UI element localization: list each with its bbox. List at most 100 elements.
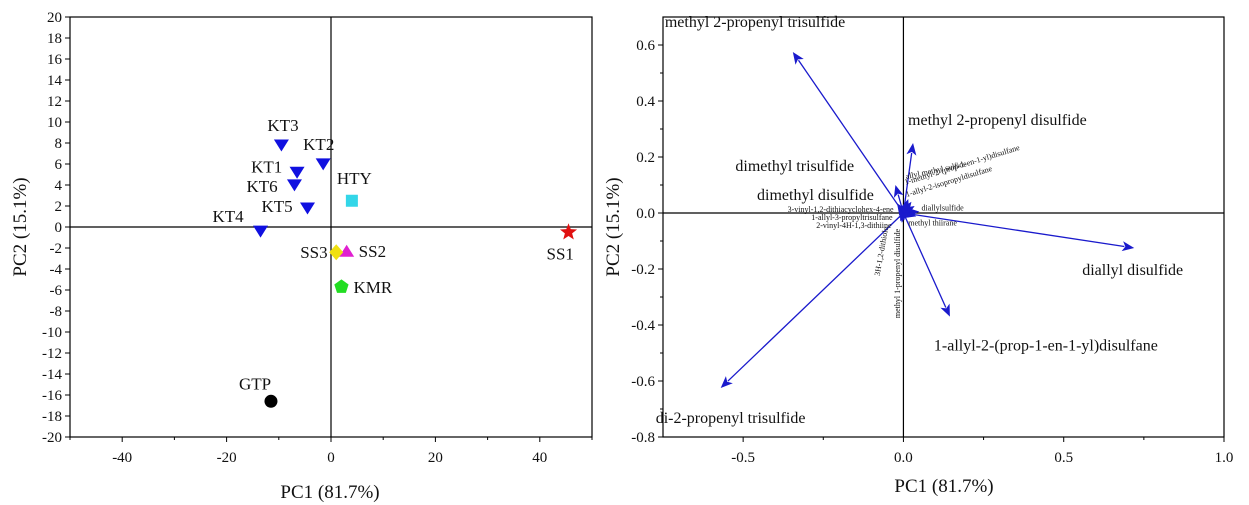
scores-y-tick-label: -8 [50, 304, 63, 320]
scores-point-kt3: KT3 [267, 116, 299, 152]
loading-vector: diallyl disulfide [903, 212, 1183, 279]
star-marker [559, 223, 578, 240]
pentagon-marker [334, 279, 349, 293]
scores-y-tick-label: 12 [47, 94, 62, 110]
loadings-y-ticks: -0.8 -0.6 -0.4 -0.2 0.0 0.2 0.4 0.6 [631, 38, 663, 446]
scores-y-tick-label: 20 [47, 10, 62, 26]
loading-vector: di-2-propenyl trisulfide [656, 212, 904, 427]
loadings-y-axis-label: PC2 (15.1%) [603, 177, 624, 276]
scores-point-label: KT5 [262, 197, 293, 216]
scores-point-label: KT2 [303, 135, 334, 154]
scores-y-tick-label: 8 [55, 136, 63, 152]
scores-point-ss1: SS1 [547, 223, 578, 263]
scores-y-tick-label: -20 [42, 430, 62, 446]
loadings-y-tick-label: -0.2 [631, 262, 655, 278]
loading-arrow-shaft [902, 212, 947, 308]
scores-point-label: KT6 [246, 177, 277, 196]
scores-point-label: SS3 [300, 243, 327, 262]
triangle-down-marker [273, 139, 289, 152]
loading-arrow-head [893, 185, 904, 198]
loading-vector-label: dimethyl trisulfide [735, 158, 854, 175]
triangle-down-marker [286, 179, 302, 192]
scores-y-tick-label: -10 [42, 325, 62, 341]
scores-y-tick-label: -4 [50, 262, 63, 278]
triangle-up-marker [339, 244, 355, 257]
loading-vector: dimethyl trisulfide [735, 158, 905, 214]
scores-point-ss3: SS3 [300, 243, 344, 262]
scores-x-tick-label: 0 [327, 450, 335, 466]
scores-x-tick-label: 20 [428, 450, 443, 466]
scores-y-tick-label: -12 [42, 346, 62, 362]
scores-y-tick-label: 18 [47, 31, 62, 47]
loading-vector-label: 1-allyl-2-(prop-1-en-1-yl)disulfane [934, 338, 1158, 355]
loadings-y-tick-label: 0.2 [636, 150, 655, 166]
loadings-x-ticks: -0.5 0.0 0.5 1.0 [731, 437, 1233, 466]
loading-vector-label: methyl 1-propenyl disulfide [893, 228, 902, 318]
scores-zero-lines [70, 17, 592, 437]
loading-arrow-head [940, 303, 950, 317]
scores-point-label: KT4 [213, 207, 245, 226]
loading-vector-label: 1-allyl-3-propyltrisulfane [811, 213, 893, 222]
loadings-y-tick-label: -0.6 [631, 374, 655, 390]
scores-y-tick-label: -2 [50, 241, 63, 257]
loadings-x-axis-label: PC1 (81.7%) [894, 476, 993, 497]
scores-y-tick-label: 10 [47, 115, 62, 131]
scores-y-tick-label: -6 [50, 283, 63, 299]
loading-arrow-shaft [727, 212, 904, 382]
square-marker [345, 194, 358, 207]
pca-loadings-chart: -0.5 0.0 0.5 1.0 -0.8 -0.6 -0.4 -0.2 0.0 0.2 0.4 0… [603, 14, 1233, 497]
scores-point-hty: HTY [337, 169, 372, 207]
loading-vector-label: diallylsulfide [921, 204, 964, 213]
scores-y-ticks: -20-18-16-14-12-10-8-6-4-202468101214161… [42, 10, 70, 446]
triangle-down-marker [289, 166, 305, 179]
loading-arrow-head [906, 143, 917, 156]
loading-vector-label: 3-vinyl-1,2-dithiacyclohex-4-ene [788, 205, 894, 214]
loading-vector-label: methyl 2-propenyl trisulfide [665, 14, 845, 31]
scores-point-kt5: KT5 [262, 197, 316, 216]
loading-vector: methyl 2-propenyl disulfide [902, 112, 1087, 214]
loadings-y-tick-label: 0.6 [636, 38, 655, 54]
loadings-y-tick-label: -0.8 [631, 430, 655, 446]
scores-point-label: KT1 [251, 157, 282, 176]
scores-point-ss2: SS2 [339, 242, 386, 261]
scores-y-tick-label: -16 [42, 388, 62, 404]
circle-marker [264, 394, 278, 408]
loading-vector-label: 2-vinyl-4H-1,3-dithiine [816, 221, 892, 230]
scores-point-label: SS1 [547, 244, 574, 263]
scores-point-kmr: KMR [334, 278, 393, 297]
loadings-x-tick-label: 0.5 [1054, 450, 1073, 466]
scores-point-kt1: KT1 [251, 157, 305, 179]
loading-vector: 1-allyl-2-(prop-1-en-1-yl)disulfane [902, 212, 1158, 355]
scores-point-kt4: KT4 [213, 207, 269, 238]
loadings-y-tick-label: 0.4 [636, 94, 655, 110]
triangle-down-marker [315, 158, 331, 171]
loading-vector-label: methyl thiirane [908, 218, 957, 227]
scores-x-tick-label: 40 [532, 450, 547, 466]
loading-vector: methyl 1-propenyl disulfide [893, 210, 909, 318]
scores-point-kt2: KT2 [303, 135, 334, 171]
loading-arrow-shaft [797, 59, 904, 214]
scores-y-tick-label: 2 [55, 199, 63, 215]
loadings-plot-frame [662, 16, 1225, 438]
loading-vector-label: 3H-1,2-dithiole [873, 226, 891, 277]
scores-y-tick-label: 0 [55, 220, 63, 236]
scores-point-gtp: GTP [239, 374, 278, 408]
loading-vector-label: diallyl disulfide [1082, 262, 1183, 279]
pca-scores-chart: -40 -20 0 20 40 -20-18-16-14-12-10-8-6-4-202… [10, 10, 593, 503]
loadings-x-tick-label: -0.5 [731, 450, 755, 466]
scores-point-label: KT3 [267, 116, 298, 135]
loadings-x-tick-label: 0.0 [894, 450, 913, 466]
loading-arrow-head [898, 210, 909, 223]
diamond-marker [329, 244, 344, 261]
scores-y-tick-label: 4 [55, 178, 63, 194]
loadings-y-tick-label: 0.0 [636, 206, 655, 222]
scores-y-tick-label: 16 [47, 52, 63, 68]
scores-y-tick-label: -14 [42, 367, 62, 383]
loading-arrow-head [792, 52, 804, 65]
loading-vector: methyl 2-propenyl trisulfide [665, 14, 904, 214]
loadings-x-tick-label: 1.0 [1215, 450, 1234, 466]
loading-vector-label: dimethyl disulfide [757, 187, 874, 204]
loading-arrow-head [1121, 241, 1135, 252]
loading-arrow-head [903, 208, 917, 219]
